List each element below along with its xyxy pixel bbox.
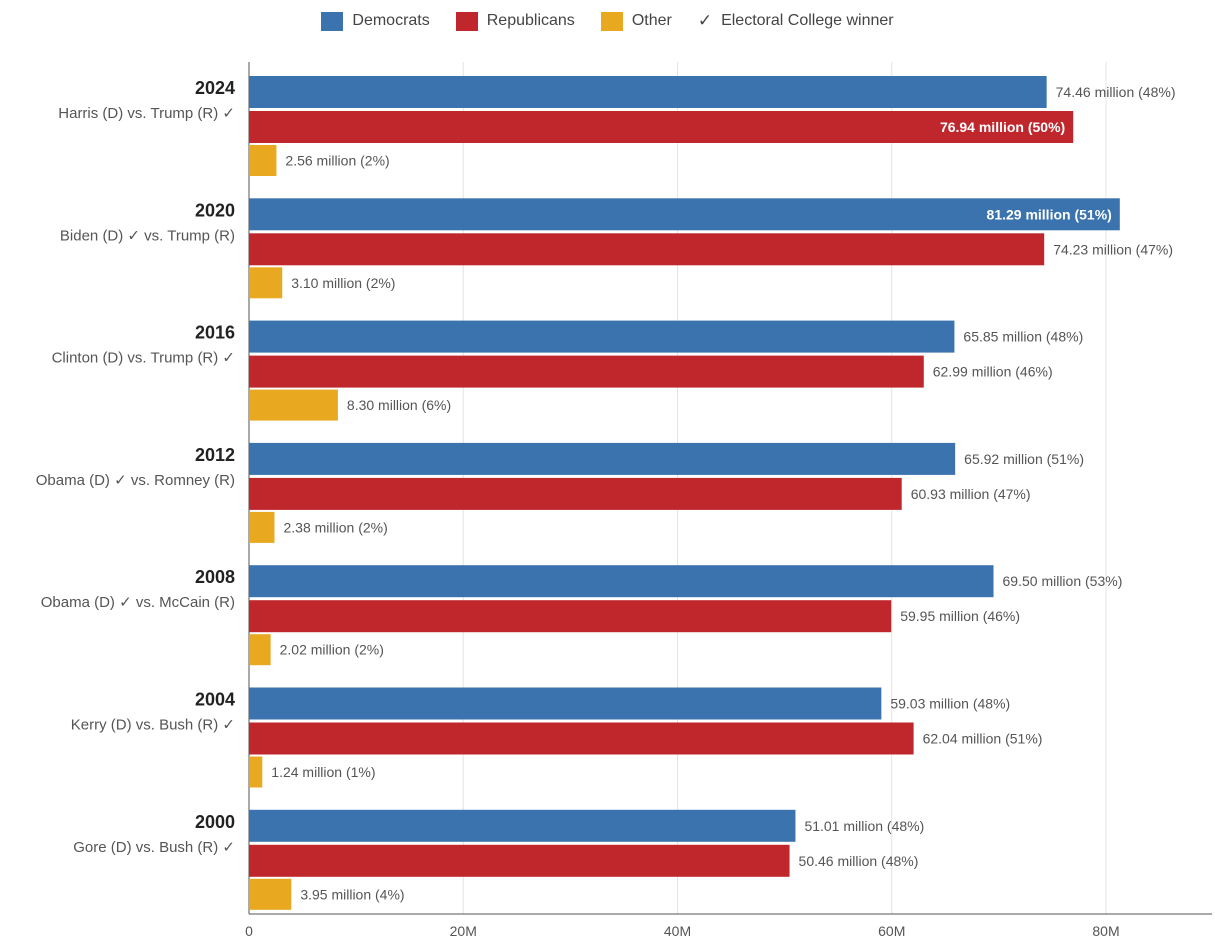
bar-2012-democrats [249, 442, 956, 475]
bar-2000-republicans [249, 844, 790, 877]
bar-label-2016-democrats: 65.85 million (48%) [963, 329, 1083, 345]
bar-2016-other [249, 389, 338, 421]
legend-label-democrats: Democrats [352, 12, 430, 29]
bar-label-2012-republicans: 60.93 million (47%) [911, 486, 1031, 502]
legend-label-republicans: Republicans [486, 12, 575, 29]
year-label-2024: 2024 [195, 78, 235, 98]
bar-2004-democrats [249, 687, 882, 720]
bar-label-2024-republicans: 76.94 million (50%) [940, 119, 1065, 135]
chart-legend: Democrats Republicans Other ✓ Electoral … [0, 8, 1215, 34]
bar-2008-democrats [249, 565, 994, 598]
bar-label-2016-other: 8.30 million (6%) [347, 397, 451, 413]
matchup-label-2024: Harris (D) vs. Trump (R) ✓ [58, 105, 235, 122]
bar-label-2020-other: 3.10 million (2%) [291, 275, 395, 291]
bar-2024-democrats [249, 76, 1047, 108]
x-tick-label-40m: 40M [664, 923, 691, 938]
legend-item-democrats: Democrats [321, 11, 430, 31]
x-tick-label-0: 0 [245, 923, 253, 938]
matchup-label-2008: Obama (D) ✓ vs. McCain (R) [41, 594, 235, 611]
bar-label-2020-democrats: 81.29 million (51%) [987, 206, 1112, 222]
bar-2008-other [249, 634, 271, 666]
year-label-2004: 2004 [195, 690, 235, 710]
matchup-label-2004: Kerry (D) vs. Bush (R) ✓ [71, 717, 235, 734]
bar-2008-republicans [249, 600, 892, 633]
legend-label-other: Other [631, 12, 672, 29]
legend-item-other: Other [600, 11, 672, 31]
checkmark-icon: ✓ [697, 11, 713, 30]
bar-2024-other [249, 145, 277, 176]
bar-2016-democrats [249, 320, 955, 353]
x-tick-label-60m: 60M [878, 923, 905, 938]
bar-2000-democrats [249, 809, 796, 842]
bar-2016-republicans [249, 355, 924, 388]
bar-2004-other [249, 756, 263, 788]
bar-label-2008-republicans: 59.95 million (46%) [900, 608, 1020, 624]
year-label-2020: 2020 [195, 200, 235, 220]
bar-2012-other [249, 511, 275, 543]
x-tick-label-20m: 20M [450, 923, 477, 938]
bar-label-2004-republicans: 62.04 million (51%) [923, 731, 1043, 747]
bar-2020-republicans [249, 233, 1045, 266]
bar-label-2024-democrats: 74.46 million (48%) [1056, 84, 1176, 100]
bar-label-2004-democrats: 59.03 million (48%) [890, 696, 1010, 712]
matchup-label-2020: Biden (D) ✓ vs. Trump (R) [60, 227, 235, 244]
bar-label-2000-republicans: 50.46 million (48%) [799, 853, 919, 869]
legend-swatch-republicans [455, 11, 478, 31]
bar-label-2000-democrats: 51.01 million (48%) [804, 818, 924, 834]
year-label-2000: 2000 [195, 812, 235, 832]
bar-2004-republicans [249, 722, 914, 755]
year-label-2012: 2012 [195, 445, 235, 465]
year-label-2008: 2008 [195, 567, 235, 587]
bar-label-2008-other: 2.02 million (2%) [280, 642, 384, 658]
bar-2012-republicans [249, 477, 902, 510]
legend-item-republicans: Republicans [455, 11, 575, 31]
bar-label-2000-other: 3.95 million (4%) [300, 886, 404, 902]
matchup-label-2012: Obama (D) ✓ vs. Romney (R) [36, 472, 235, 489]
bar-label-2008-democrats: 69.50 million (53%) [1003, 573, 1123, 589]
bar-2000-other [249, 878, 292, 910]
bar-label-2024-other: 2.56 million (2%) [285, 153, 389, 169]
bar-label-2012-democrats: 65.92 million (51%) [964, 451, 1084, 467]
matchup-label-2000: Gore (D) vs. Bush (R) ✓ [73, 839, 235, 856]
year-label-2016: 2016 [195, 323, 235, 343]
bar-2024-republicans [249, 111, 1074, 143]
bar-2020-democrats [249, 198, 1120, 231]
bar-2020-other [249, 267, 283, 299]
bar-label-2016-republicans: 62.99 million (46%) [933, 364, 1053, 380]
legend-label-winner: Electoral College winner [721, 12, 894, 29]
legend-item-winner: ✓ Electoral College winner [698, 11, 894, 31]
bar-label-2004-other: 1.24 million (1%) [271, 764, 375, 780]
bar-label-2012-other: 2.38 million (2%) [283, 519, 387, 535]
bar-label-2020-republicans: 74.23 million (47%) [1053, 241, 1173, 257]
legend-swatch-democrats [321, 11, 344, 31]
matchup-label-2016: Clinton (D) vs. Trump (R) ✓ [52, 350, 235, 367]
legend-swatch-other [600, 11, 623, 31]
x-tick-label-80m: 80M [1092, 923, 1119, 938]
